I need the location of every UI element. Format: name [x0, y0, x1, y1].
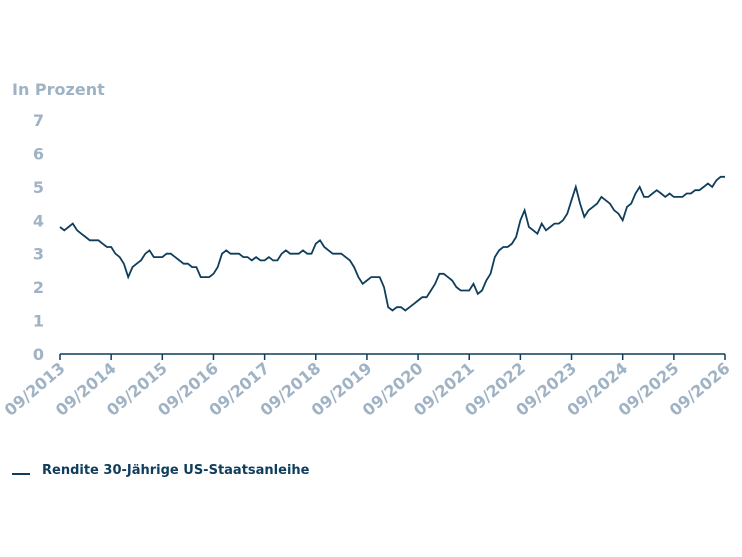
legend-label: Rendite 30-Jährige US-Staatsanleihe — [42, 463, 310, 478]
y-tick-label: 2 — [33, 278, 44, 297]
line — [59, 175, 725, 312]
y-tick-label: 1 — [33, 312, 44, 331]
y-tick-label: 4 — [33, 211, 44, 230]
y-tick-label: 6 — [33, 144, 44, 163]
y-tick-label: 5 — [33, 178, 44, 197]
y-tick-label: 7 — [33, 111, 44, 130]
axis-label: In Prozent — [12, 80, 105, 99]
y-tick-label: 0 — [33, 345, 44, 364]
y-tick-label: 3 — [33, 245, 44, 264]
